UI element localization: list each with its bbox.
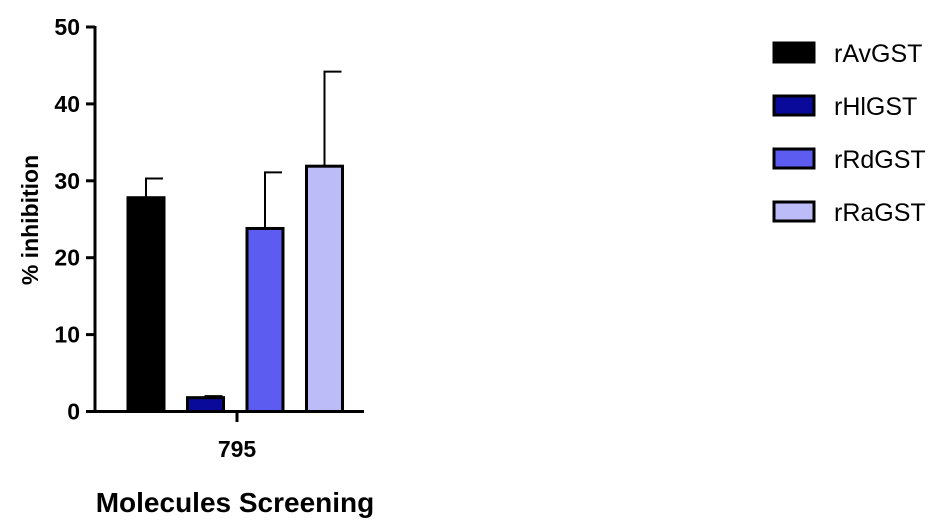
y-axis-label: % inhibition [17,155,43,285]
bar-rRaGST [305,164,344,413]
legend-label-rRaGST: rRaGST [834,199,926,227]
y-axis: 0 10 20 30 40 50 [54,14,97,425]
y-tick-label: 30 [54,168,80,194]
x-tick-label: 795 [218,436,257,462]
y-tick-label: 0 [67,399,80,425]
legend-label-rAvGST: rAvGST [834,40,922,68]
y-tick-label: 50 [54,14,80,40]
x-axis-label: Molecules Screening [96,487,375,518]
legend-label-rHlGST: rHlGST [834,93,917,121]
y-tick-label: 40 [54,91,80,117]
legend-swatch-rAvGST [772,41,816,64]
bar-rHlGST [186,396,225,413]
legend-swatch-rRaGST [772,200,816,223]
legend: rAvGST rHlGST rRdGST rRaGST [772,40,926,227]
x-axis: 795 [94,410,364,462]
y-tick-label: 20 [54,245,80,271]
y-tick-label: 10 [54,322,80,348]
bars [126,164,344,413]
y-ticks: 0 10 20 30 40 50 [54,14,95,425]
legend-swatch-rHlGST [772,94,816,117]
error-bars [145,70,342,398]
bar-rAvGST [126,196,166,413]
legend-swatch-rRdGST [772,147,816,170]
legend-label-rRdGST: rRdGST [834,146,926,174]
bar-rRdGST [245,226,285,413]
x-ticks: 795 [218,411,257,462]
